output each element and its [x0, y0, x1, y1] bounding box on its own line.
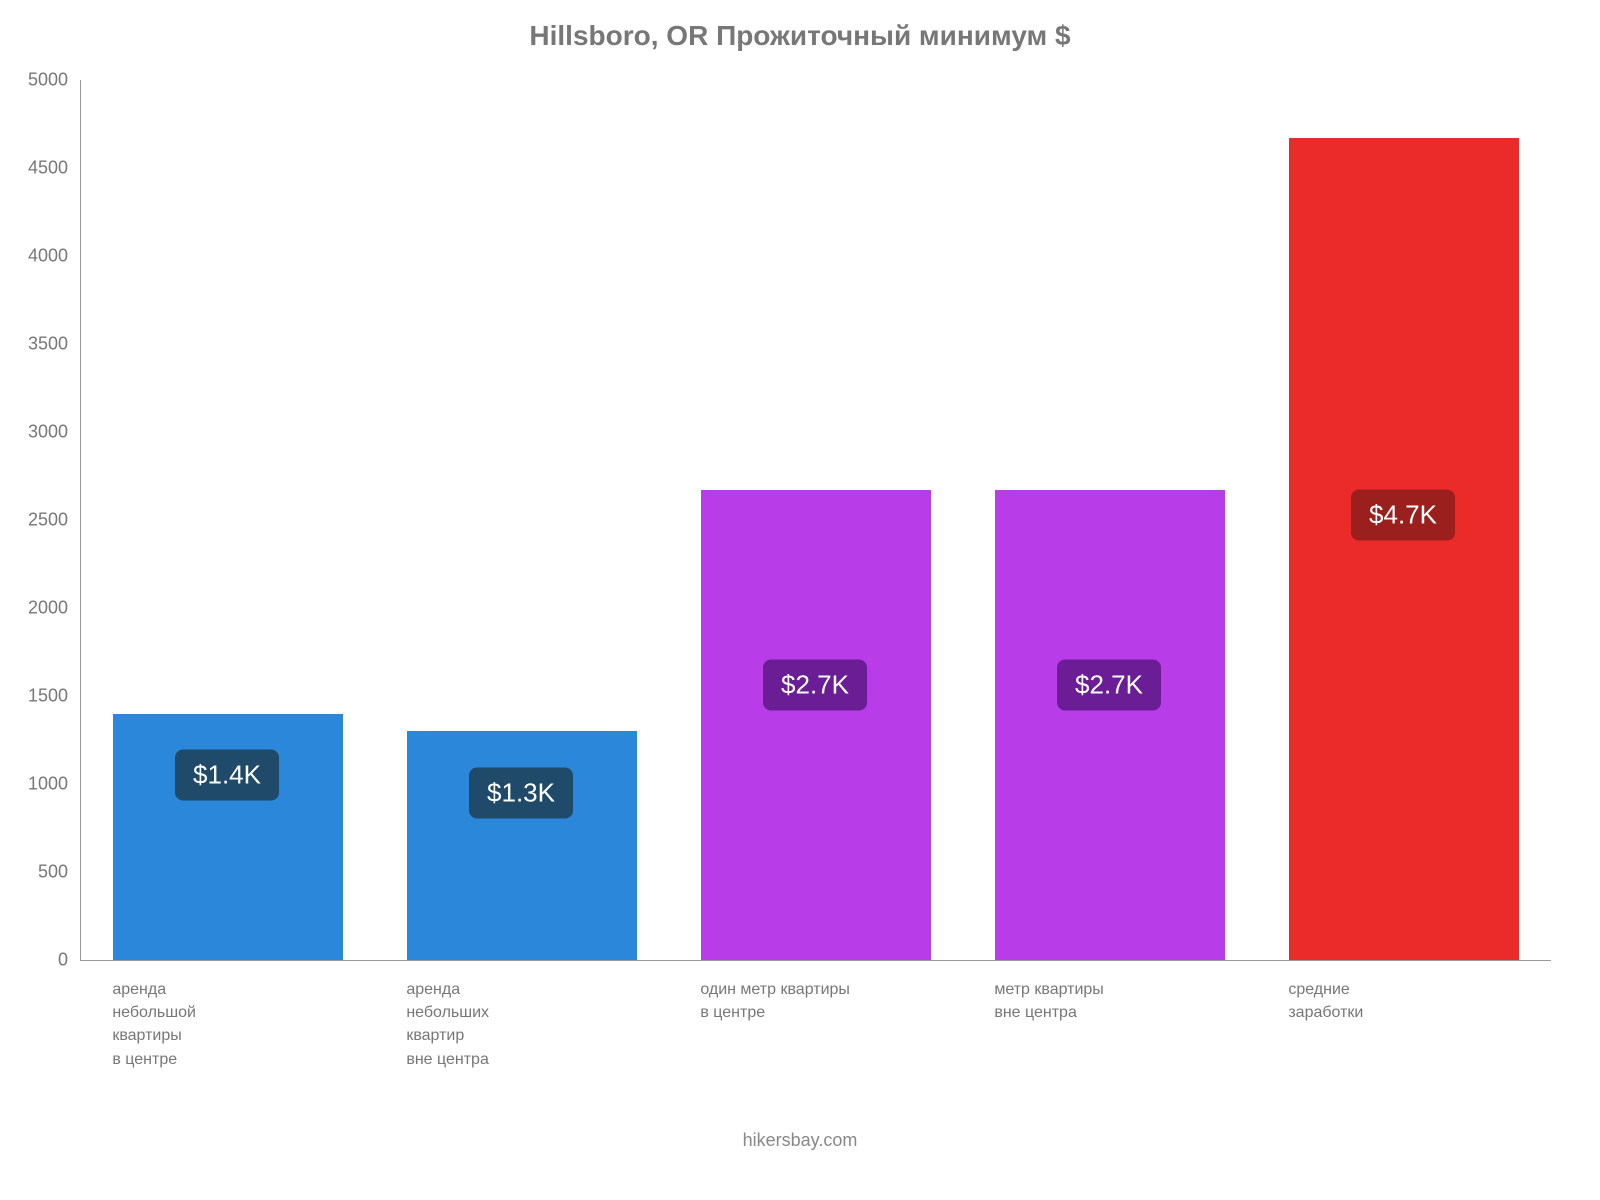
chart-footer: hikersbay.com — [0, 1130, 1600, 1151]
y-tick-label: 1500 — [0, 686, 68, 707]
y-tick-label: 1000 — [0, 774, 68, 795]
y-tick-label: 3500 — [0, 334, 68, 355]
bar — [1289, 138, 1518, 960]
y-tick-label: 4500 — [0, 158, 68, 179]
plot-area — [80, 80, 1551, 961]
x-tick-label: аренданебольшихквартирвне центра — [406, 978, 596, 1071]
y-tick-label: 3000 — [0, 422, 68, 443]
value-label: $2.7K — [1057, 660, 1161, 711]
value-label: $1.4K — [175, 750, 279, 801]
x-tick-label: средниезаработки — [1288, 978, 1478, 1024]
bar — [407, 731, 636, 960]
chart-title: Hillsboro, OR Прожиточный минимум $ — [0, 20, 1600, 52]
y-tick-label: 4000 — [0, 246, 68, 267]
y-tick-label: 500 — [0, 862, 68, 883]
value-label: $2.7K — [763, 660, 867, 711]
x-tick-label: аренданебольшойквартирыв центре — [112, 978, 302, 1071]
bar — [995, 490, 1224, 960]
bar — [701, 490, 930, 960]
chart-container: Hillsboro, OR Прожиточный минимум $ hike… — [0, 0, 1600, 1200]
x-tick-label: один метр квартирыв центре — [700, 978, 890, 1024]
y-tick-label: 2000 — [0, 598, 68, 619]
value-label: $4.7K — [1351, 489, 1455, 540]
y-tick-label: 2500 — [0, 510, 68, 531]
value-label: $1.3K — [469, 767, 573, 818]
x-tick-label: метр квартирывне центра — [994, 978, 1184, 1024]
y-tick-label: 5000 — [0, 70, 68, 91]
y-tick-label: 0 — [0, 950, 68, 971]
